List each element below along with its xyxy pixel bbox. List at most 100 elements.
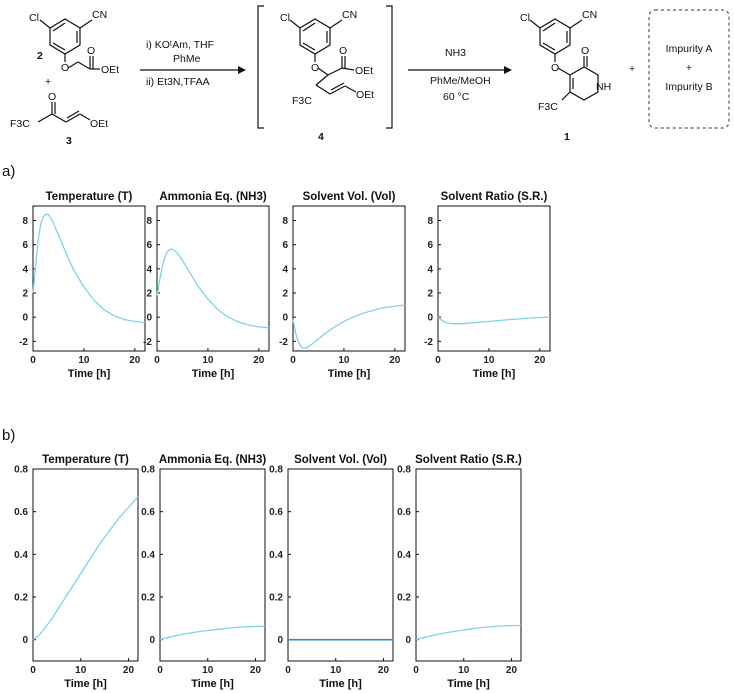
chart-b-1: Temperature (T) 0 10 20 0 0.2 0.4 0.6 0.8 Time [h… — [14, 454, 139, 690]
step2-reagent: NH3 — [445, 47, 466, 59]
series-line — [159, 625, 266, 641]
y-tick-label: 4 — [427, 264, 433, 275]
ether-oxygen-label: O — [551, 62, 559, 74]
x-tick-label: 20 — [534, 355, 546, 366]
series-line — [156, 248, 270, 329]
plot-frame — [437, 205, 551, 352]
x-tick-label: 10 — [483, 355, 495, 366]
nitrile-label: CN — [582, 9, 597, 21]
y-tick-label: 0.4 — [269, 550, 283, 561]
reaction-scheme: Cl CN O O OEt 2 + O F3C OEt 3 i) KOᵗAm, … — [10, 5, 730, 147]
plot-title: Solvent Vol. (Vol) — [294, 454, 387, 466]
x-tick-label: 20 — [506, 665, 518, 676]
plot-frame — [156, 205, 270, 352]
y-tick-label: 2 — [146, 289, 152, 300]
y-tick-label: -2 — [143, 337, 152, 348]
plot-title: Ammonia Eq. (NH3) — [159, 191, 267, 203]
series-line — [292, 304, 406, 349]
plot-title: Temperature (T) — [46, 191, 133, 203]
y-tick-label: 0.2 — [141, 593, 155, 604]
chlorine-label: Cl — [29, 12, 39, 24]
plot-frame — [292, 205, 406, 352]
x-tick-label: 0 — [30, 355, 36, 366]
y-tick-label: 0 — [405, 635, 411, 646]
plus-sign: + — [629, 63, 635, 75]
x-tick-label: 20 — [250, 665, 262, 676]
y-tick-label: 0.6 — [269, 507, 283, 518]
y-tick-label: 0.4 — [397, 550, 411, 561]
x-tick-label: 0 — [290, 355, 296, 366]
y-tick-label: 4 — [146, 264, 152, 275]
x-tick-label: 0 — [285, 665, 291, 676]
compound-4-number: 4 — [318, 131, 324, 143]
chart-b-2: Ammonia Eq. (NH3) 0 10 20 0 0.2 0.4 0.6 0.8 Time … — [141, 454, 266, 690]
ethoxy-label: OEt — [101, 64, 119, 76]
ether-oxygen-label: O — [311, 62, 319, 74]
pyridone-nh-label: NH — [596, 81, 611, 93]
plot-frame — [159, 468, 266, 662]
y-tick-label: -2 — [19, 337, 28, 348]
y-tick-label: 0 — [277, 635, 283, 646]
y-tick-label: 0.2 — [269, 593, 283, 604]
y-tick-label: 6 — [427, 240, 433, 251]
y-tick-label: -2 — [424, 337, 433, 348]
y-tick-label: 0.8 — [397, 465, 411, 476]
plot-title: Solvent Ratio (S.R.) — [441, 191, 548, 203]
x-tick-label: 10 — [75, 665, 87, 676]
y-tick-label: 0.6 — [141, 507, 155, 518]
series-line — [32, 496, 139, 641]
y-tick-label: 0 — [22, 313, 28, 324]
x-axis-label: Time [h] — [447, 678, 490, 690]
compound-2-structure: Cl CN O O OEt 2 — [29, 9, 119, 76]
x-tick-label: 10 — [458, 665, 470, 676]
x-axis-label: Time [h] — [64, 678, 107, 690]
y-tick-label: 0.8 — [269, 465, 283, 476]
x-tick-label: 0 — [435, 355, 441, 366]
y-tick-label: 4 — [22, 264, 28, 275]
y-tick-label: 8 — [282, 216, 288, 227]
nitrile-label: CN — [92, 9, 107, 21]
impurity-a-label: Impurity A — [666, 43, 713, 55]
y-tick-label: 0.2 — [14, 593, 28, 604]
x-tick-label: 10 — [338, 355, 350, 366]
compound-3-structure: O F3C OEt 3 — [10, 91, 108, 147]
ethoxy-label: OEt — [90, 118, 108, 130]
step2-solvent: PhMe/MeOH — [430, 75, 491, 87]
y-tick-label: 0 — [146, 313, 152, 324]
y-tick-label: 4 — [282, 264, 288, 275]
y-tick-label: 8 — [427, 216, 433, 227]
x-tick-label: 20 — [129, 355, 141, 366]
carbonyl-oxygen-label: O — [87, 45, 95, 57]
x-tick-label: 20 — [378, 665, 390, 676]
plot-frame — [32, 468, 139, 662]
carbonyl-oxygen-label: O — [339, 45, 347, 57]
x-tick-label: 20 — [123, 665, 135, 676]
trifluoromethyl-label: F3C — [292, 95, 312, 107]
x-tick-label: 0 — [157, 665, 163, 676]
y-tick-label: 8 — [22, 216, 28, 227]
y-tick-label: 0 — [149, 635, 155, 646]
ethoxy-label: OEt — [355, 65, 373, 77]
ether-oxygen-label: O — [61, 62, 69, 74]
y-tick-label: 6 — [22, 240, 28, 251]
x-tick-label: 20 — [389, 355, 401, 366]
y-tick-label: 2 — [22, 289, 28, 300]
impurity-box: Impurity A + Impurity B — [648, 9, 730, 129]
y-tick-label: 8 — [146, 216, 152, 227]
panel-b-label: b) — [2, 427, 15, 444]
chlorine-label: Cl — [280, 12, 290, 24]
y-tick-label: 6 — [146, 240, 152, 251]
y-tick-label: 0.8 — [14, 465, 28, 476]
series-line — [415, 624, 522, 641]
step1-reagent-2: ii) Et3N,TFAA — [146, 76, 210, 88]
impurity-plus-sign: + — [686, 62, 692, 74]
y-tick-label: 2 — [427, 289, 433, 300]
plot-frame — [32, 205, 146, 352]
carbonyl-oxygen-label: O — [581, 45, 589, 57]
compound-1-structure: Cl CN O O NH F3C 1 — [520, 9, 611, 143]
y-tick-label: 2 — [282, 289, 288, 300]
x-tick-label: 20 — [253, 355, 265, 366]
x-axis-label: Time [h] — [192, 368, 235, 380]
